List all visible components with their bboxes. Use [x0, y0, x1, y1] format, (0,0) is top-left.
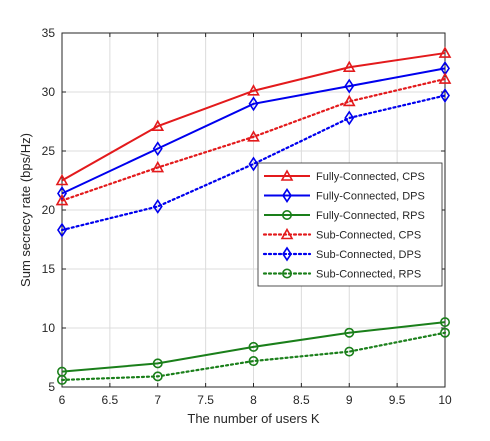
y-tick-label: 30: [42, 85, 56, 99]
legend-marker-swatch: [282, 246, 292, 262]
legend-item: Sub-Connected, RPS: [262, 268, 421, 281]
axis-ticks: 6 6.5 7 7.5 8 8.5 9 9.5 10 5 10 15 20 25 30 35: [42, 26, 452, 407]
legend-item: Fully-Connected, CPS: [264, 169, 425, 183]
data-point-marker: [56, 374, 67, 385]
series-line: [61, 67, 446, 195]
data-point-marker: [342, 60, 356, 73]
y-tick-label: 10: [42, 321, 56, 335]
x-tick-label: 9.5: [389, 393, 406, 407]
legend-box: [257, 162, 443, 287]
data-point-marker: [247, 84, 260, 96]
series-line: [61, 52, 446, 182]
data-point-marker: [440, 88, 450, 103]
legend-item: Sub-Connected, DPS: [262, 246, 421, 262]
data-point-marker: [439, 327, 450, 338]
data-point-marker: [438, 72, 452, 84]
y-tick-label: 25: [42, 144, 56, 158]
legend: Fully-Connected, CPS Fully-Connected, DPS…: [257, 162, 443, 287]
series-sub-connected-dps: [57, 88, 450, 238]
y-axis-label: Sum secrecy rate (bps/Hz): [18, 133, 33, 287]
data-point-marker: [151, 160, 165, 173]
legend-marker-swatch: [282, 188, 292, 203]
y-tick-label: 35: [42, 26, 56, 40]
data-point-marker: [248, 156, 259, 172]
legend-marker-swatch: [280, 169, 294, 181]
x-tick-label: 7.5: [197, 393, 214, 407]
legend-item: Sub-Connected, CPS: [262, 227, 421, 242]
x-tick-label: 8.5: [293, 393, 310, 407]
series-sub-connected-rps: [56, 327, 450, 385]
data-point-marker: [55, 193, 69, 206]
series-line: [60, 94, 447, 232]
data-point-marker: [438, 46, 452, 58]
data-point-marker: [248, 341, 259, 352]
series-line: [60, 77, 447, 202]
legend-label: Sub-Connected, CPS: [316, 230, 421, 242]
legend-marker-swatch: [281, 268, 292, 279]
x-tick-label: 6: [59, 393, 66, 407]
data-point-marker: [248, 96, 259, 112]
y-tick-label: 15: [42, 262, 56, 276]
data-point-marker: [342, 94, 356, 107]
x-tick-label: 6.5: [102, 393, 119, 407]
data-point-marker: [344, 78, 355, 94]
data-point-marker: [344, 327, 355, 338]
data-point-marker: [152, 371, 163, 382]
legend-marker-swatch: [280, 227, 294, 240]
x-tick-label: 8: [250, 393, 257, 407]
data-point-marker: [152, 199, 163, 214]
legend-label: Fully-Connected, RPS: [316, 210, 425, 222]
data-point-marker: [57, 222, 67, 238]
data-series: [55, 46, 452, 385]
legend-label: Sub-Connected, DPS: [316, 249, 421, 261]
data-point-marker: [247, 130, 260, 142]
legend-marker-swatch: [281, 210, 292, 221]
data-point-marker: [151, 119, 165, 132]
data-point-marker: [152, 141, 163, 157]
legend-label: Fully-Connected, DPS: [316, 191, 425, 203]
x-tick-label: 7: [154, 393, 161, 407]
y-tick-label: 5: [48, 380, 55, 394]
series-sub-connected-cps: [55, 72, 452, 206]
data-point-marker: [344, 110, 355, 126]
series-line: [60, 331, 447, 382]
x-tick-label: 9: [346, 393, 353, 407]
y-tick-label: 20: [42, 203, 56, 217]
legend-label: Sub-Connected, RPS: [316, 269, 421, 281]
data-point-marker: [55, 173, 69, 186]
series-line: [61, 321, 446, 373]
data-point-marker: [344, 346, 355, 357]
legend-label: Fully-Connected, CPS: [316, 171, 425, 183]
x-tick-label: 10: [438, 393, 452, 407]
x-axis-label: The number of users K: [187, 411, 320, 426]
series-fully-connected-cps: [55, 46, 452, 186]
data-point-marker: [248, 356, 259, 367]
data-point-marker: [152, 358, 163, 369]
legend-item: Fully-Connected, DPS: [264, 188, 425, 203]
data-point-marker: [439, 317, 450, 328]
legend-item: Fully-Connected, RPS: [264, 210, 425, 222]
